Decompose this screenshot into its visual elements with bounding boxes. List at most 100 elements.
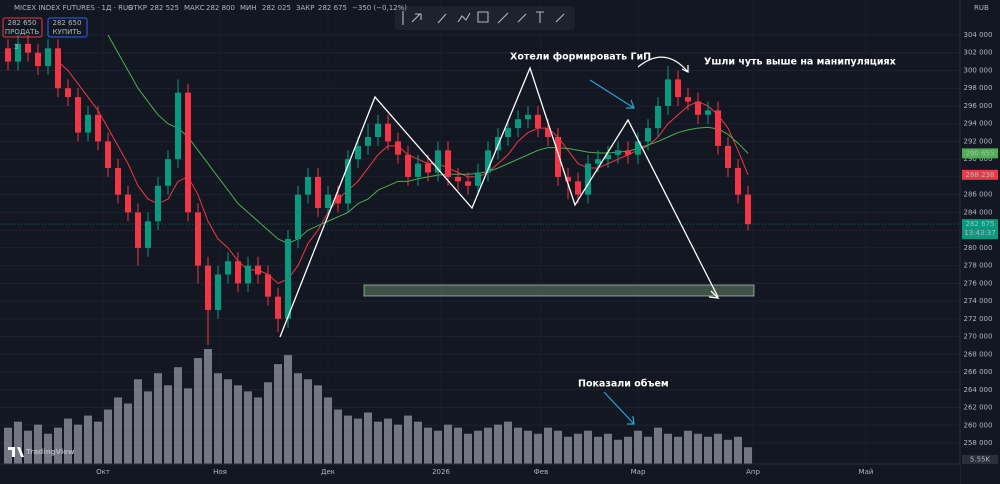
volume-bar — [604, 433, 612, 464]
volume-bar — [434, 430, 442, 464]
volume-bar — [374, 421, 382, 464]
zigzag-drawing — [279, 66, 719, 338]
volume-bar — [304, 379, 312, 464]
candle-body — [315, 176, 321, 208]
candle-body — [215, 274, 221, 310]
y-tick-label: 302 000 — [964, 49, 993, 57]
y-tick-label: 272 000 — [964, 315, 993, 323]
candle-body — [505, 128, 511, 137]
candle-body — [195, 212, 201, 266]
candle-body — [155, 185, 161, 222]
ma-badge — [962, 169, 998, 180]
time-axis — [0, 464, 960, 484]
candle-body — [615, 150, 621, 155]
volume-bar — [474, 430, 482, 464]
candle-body — [295, 194, 301, 239]
candle-body — [715, 110, 721, 146]
volume-bar — [744, 447, 752, 464]
volume-bar — [674, 436, 682, 464]
sell-button[interactable] — [2, 17, 43, 38]
candle-body — [585, 163, 591, 195]
arrow — [589, 79, 635, 109]
change: −350 (−0,12%) — [352, 4, 407, 12]
price-badge — [962, 219, 998, 240]
volume-bar — [134, 379, 142, 464]
chart-title: MICEX INDEX FUTURES · 1Д · RUS — [14, 4, 133, 12]
candle-body — [445, 150, 451, 177]
candle-body — [475, 172, 481, 186]
candle-body — [185, 92, 191, 213]
volume-bar — [654, 427, 662, 464]
annotation: Хотели формировать ГиП — [510, 52, 651, 63]
candle-body — [385, 123, 391, 142]
candle-body — [25, 43, 31, 53]
y-tick-label: 298 000 — [964, 84, 993, 92]
buy-button[interactable] — [47, 17, 88, 38]
candle-body — [735, 168, 741, 195]
volume-bar — [364, 412, 372, 464]
volume-bar — [154, 373, 162, 464]
y-tick-label: 290 000 — [964, 155, 993, 163]
candle-body — [365, 137, 371, 146]
quote-name: МИН — [240, 4, 257, 12]
candle-body — [355, 145, 361, 160]
candle-body — [35, 52, 41, 67]
indicator-count[interactable]: 3 — [14, 43, 18, 51]
volume-bar — [344, 415, 352, 464]
volume-bar — [504, 421, 512, 464]
annotation: Показали объем — [578, 379, 669, 390]
volume-bar — [264, 382, 272, 464]
y-tick-label: 260 000 — [964, 421, 993, 429]
volume-bar — [14, 421, 22, 464]
y-tick-label: 262 000 — [964, 404, 993, 412]
candle-body — [625, 150, 631, 155]
x-tick-label: Окт — [96, 468, 110, 476]
volume-bar — [564, 436, 572, 464]
volume-bar — [394, 424, 402, 464]
drawing-toolbar[interactable] — [395, 6, 575, 30]
annotation: Ушли чуть выше на манипуляциях — [704, 57, 896, 68]
volume-bar — [214, 373, 222, 464]
target-zone — [363, 284, 755, 297]
volume-bar — [4, 427, 12, 464]
volume-bar — [244, 391, 252, 464]
volume-bar — [574, 433, 582, 464]
volume-bar — [204, 349, 212, 464]
volume-bar — [314, 385, 322, 464]
candle-body — [135, 212, 141, 248]
countdown: 13:43:37 — [964, 229, 995, 237]
volume-bar — [324, 397, 332, 464]
y-tick-label: 266 000 — [964, 368, 993, 376]
y-tick-label: 294 000 — [964, 120, 993, 128]
candle-body — [575, 181, 581, 195]
toolbar-icons — [402, 11, 565, 25]
candles — [5, 35, 751, 346]
candle-body — [125, 194, 131, 213]
quote-value: 282 025 — [262, 4, 291, 12]
candle-body — [115, 168, 121, 195]
candle-body — [15, 43, 21, 62]
buy-label: КУПИТЬ — [53, 28, 82, 36]
volume-bar — [124, 403, 132, 464]
quote-name: ОТКР — [128, 4, 147, 12]
volume-bar — [164, 385, 172, 464]
candle-body — [225, 261, 231, 275]
ma-badge-label: 288 238 — [966, 171, 995, 179]
sell-label: ПРОДАТЬ — [5, 28, 40, 36]
volume-bar — [704, 436, 712, 464]
volume-bar — [84, 415, 92, 464]
volume-bar — [34, 424, 42, 464]
volume-bar — [104, 409, 112, 464]
volume-bar — [624, 436, 632, 464]
volume-bar — [234, 385, 242, 464]
candle-body — [145, 221, 151, 248]
arrow — [603, 391, 635, 425]
candle-body — [255, 265, 261, 275]
x-tick-label: Май — [859, 468, 874, 476]
currency[interactable]: RUB — [974, 4, 989, 12]
volume-bar — [64, 418, 72, 464]
candle-body — [605, 154, 611, 160]
volume-bar — [194, 358, 202, 464]
volume-bar — [544, 427, 552, 464]
